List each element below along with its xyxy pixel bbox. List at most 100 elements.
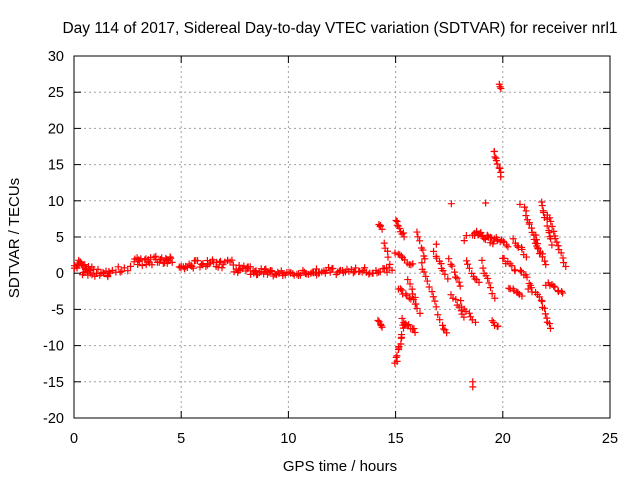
data-point [349,269,357,277]
data-point [296,271,304,279]
data-point [496,83,504,91]
data-point [546,214,554,222]
x-tick-label: 5 [177,431,185,447]
data-point [522,212,530,220]
data-point [428,288,436,296]
y-tick-label: -15 [43,375,64,391]
data-point [326,268,334,276]
data-point [491,153,499,161]
data-point [451,268,459,276]
chart-title: Day 114 of 2017, Sidereal Day-to-day VTE… [62,20,617,37]
data-point [550,282,558,290]
data-point [562,263,570,271]
data-point [516,200,524,208]
data-point [384,253,392,261]
data-point [413,228,421,236]
data-point [206,260,214,268]
data-point [553,238,561,246]
data-point [516,266,524,274]
data-point [108,266,116,274]
data-point [423,277,431,285]
data-point [81,261,89,269]
data-point [400,233,408,241]
data-point [455,278,463,286]
data-point [482,199,490,207]
data-point [413,304,421,312]
data-point [416,237,424,245]
grid-lines [74,56,610,418]
data-point [116,268,124,276]
data-point [513,242,521,250]
axis-ticks [73,55,611,419]
data-point [274,268,282,276]
data-point [532,236,540,244]
data-point [478,256,486,264]
x-tick-label: 20 [495,431,511,447]
data-point [378,323,386,331]
data-point [532,231,540,239]
data-point [484,274,492,282]
data-point [548,241,556,249]
data-point [467,313,475,321]
data-point [514,289,522,297]
data-point [557,249,565,257]
data-point [409,260,417,268]
x-tick-label: 15 [388,431,404,447]
data-point [83,267,91,275]
data-point [537,296,545,304]
data-point [488,290,496,298]
data-point [500,254,508,262]
data-point [538,253,546,261]
data-point [518,245,526,253]
data-point [460,313,468,321]
data-point [168,258,176,266]
data-point [452,296,460,304]
data-point [352,264,360,272]
data-point [542,261,550,269]
data-point [373,269,381,277]
data-point [453,274,461,282]
data-point [361,264,369,272]
data-point [494,322,502,330]
y-tick-label: 15 [48,158,64,174]
data-point [386,260,394,268]
data-point [138,262,146,270]
data-point [472,318,480,326]
data-point [558,287,566,295]
data-point [182,262,190,270]
data-point [412,300,420,308]
data-point [398,286,406,294]
data-point [527,284,535,292]
data-point [399,229,407,237]
data-point [240,262,248,270]
data-point [156,256,164,264]
y-tick-label: -10 [43,339,64,355]
data-point [441,326,449,334]
data-point [464,260,472,268]
y-tick-label: 5 [56,230,64,246]
data-point [120,264,128,272]
data-point [548,223,556,231]
data-point [393,352,401,360]
data-point [396,285,404,293]
data-point [545,320,553,328]
data-point [510,287,518,295]
data-point [405,294,413,302]
data-point [547,324,554,332]
data-point [376,221,384,229]
data-point [432,240,440,248]
data-point [462,232,470,240]
data-point [504,243,512,251]
y-tick-label: 30 [48,49,64,65]
data-point [538,202,546,210]
data-point [188,262,196,270]
data-point [497,84,505,92]
data-point [148,261,156,269]
data-point [497,173,505,181]
data-point [246,263,254,271]
data-point [524,285,532,293]
data-point [465,309,473,317]
data-point [86,266,94,274]
y-tick-label: 10 [48,194,64,210]
